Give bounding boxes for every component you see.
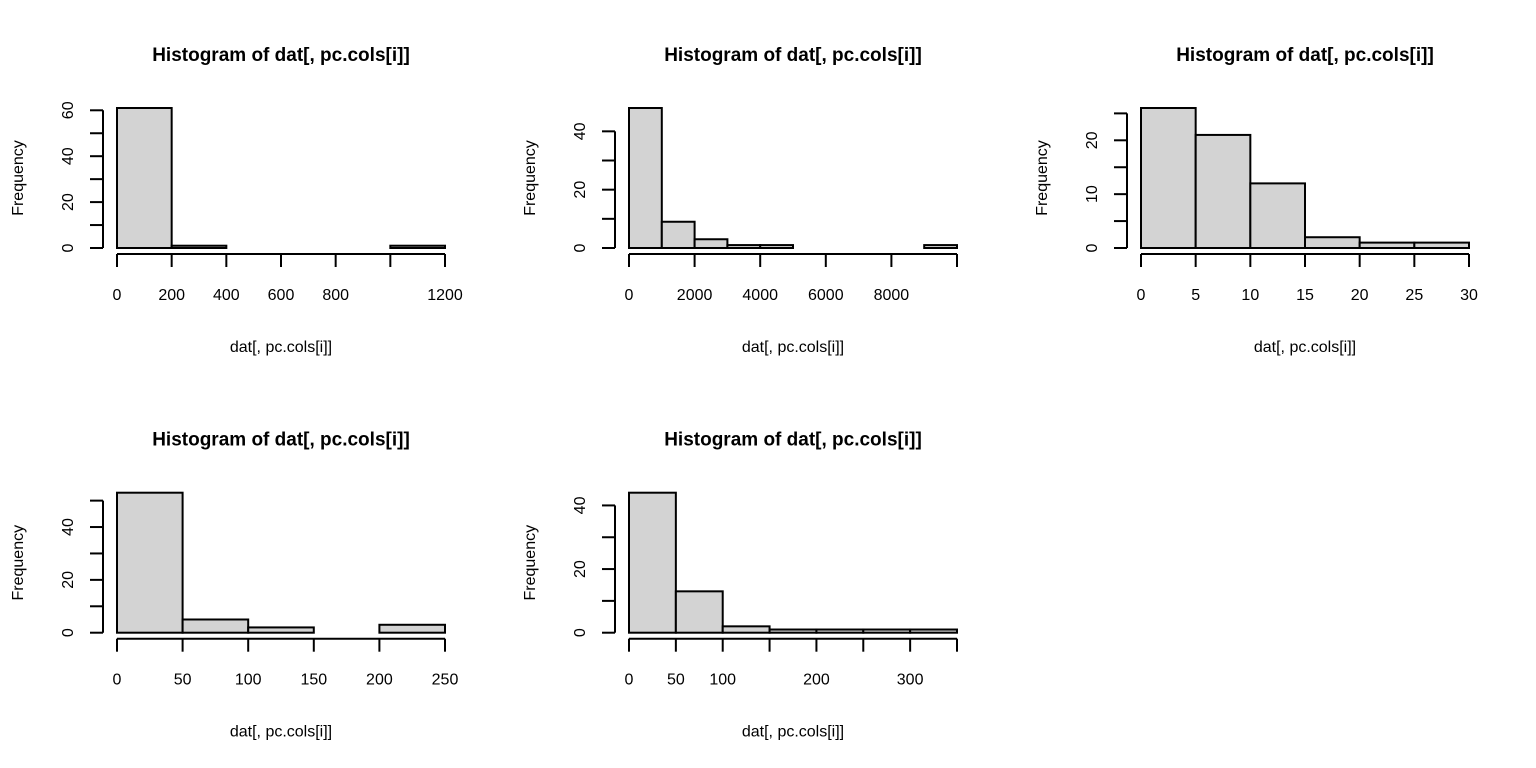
x-tick-label: 0 [625,287,634,304]
y-tick-label: 0 [60,243,77,252]
x-axis-label: dat[, pc.cols[i]] [742,339,844,356]
x-tick-label: 0 [113,287,122,304]
x-tick-label: 0 [625,672,634,689]
histogram-bar [1194,133,1252,249]
histogram-bar [759,244,795,249]
chart-title: Histogram of dat[, pc.cols[i]] [664,430,922,451]
x-tick-label: 20 [1351,287,1369,304]
histogram-panel-3: Histogram of dat[, pc.cols[i]] dat[, pc.c… [1034,45,1478,356]
y-axis-label: Frequency [1034,140,1051,216]
histogram-bar [862,628,912,634]
histogram-bar [628,107,663,249]
histogram-bar [768,628,818,634]
histogram-bar [1413,241,1471,250]
histogram-bar [721,625,771,634]
x-tick-label: 250 [432,672,459,689]
x-tick-label: 25 [1405,287,1423,304]
histogram-bar [815,628,865,634]
y-tick-label: 40 [572,122,589,140]
histogram-panel-5: Histogram of dat[, pc.cols[i]] dat[, pc.c… [522,430,959,741]
y-tick-label: 20 [572,181,589,199]
x-tick-label: 4000 [742,287,778,304]
histogram-bar [660,220,696,249]
x-tick-label: 50 [667,672,685,689]
histogram-bar [378,623,446,634]
chart-title: Histogram of dat[, pc.cols[i]] [664,45,922,66]
histogram-bar [247,626,315,634]
histogram-bar [693,238,729,249]
x-tick-label: 50 [174,672,192,689]
x-tick-label: 10 [1241,287,1259,304]
y-axis-label: Frequency [10,525,27,601]
y-tick-label: 20 [1084,131,1101,149]
y-tick-label: 20 [60,571,77,589]
x-tick-label: 5 [1191,287,1200,304]
x-tick-label: 8000 [874,287,910,304]
x-tick-label: 800 [322,287,349,304]
x-tick-label: 200 [803,672,830,689]
histogram-panel-4: Histogram of dat[, pc.cols[i]] dat[, pc.c… [10,430,458,741]
y-tick-label: 10 [1084,185,1101,203]
histogram-bar [1140,107,1197,249]
histogram-bar [181,618,250,634]
histogram-bar [923,244,959,249]
y-tick-label: 0 [572,243,589,252]
x-tick-label: 600 [268,287,295,304]
x-tick-label: 15 [1296,287,1314,304]
chart-title: Histogram of dat[, pc.cols[i]] [1176,45,1434,66]
y-axis-label: Frequency [522,140,539,216]
histogram-bar [1358,241,1416,250]
histogram-bar [116,107,173,249]
y-tick-label: 0 [572,628,589,637]
histogram-bar [1249,182,1307,249]
x-axis-label: dat[, pc.cols[i]] [1254,339,1356,356]
x-axis-label: dat[, pc.cols[i]] [230,339,332,356]
histogram-bar [389,244,447,250]
histogram-panel-2: Histogram of dat[, pc.cols[i]] dat[, pc.c… [522,45,959,356]
histogram-bar [674,590,724,634]
y-tick-label: 0 [60,628,77,637]
x-tick-label: 100 [235,672,262,689]
y-tick-label: 20 [572,560,589,578]
x-tick-label: 150 [300,672,327,689]
x-tick-label: 0 [1137,287,1146,304]
histogram-bar [726,244,762,249]
histogram-bar [116,491,184,634]
histogram-bar [628,491,677,634]
x-axis-label: dat[, pc.cols[i]] [742,724,844,741]
y-tick-label: 0 [1084,243,1101,252]
y-axis-label: Frequency [10,140,27,216]
y-tick-label: 60 [60,101,77,119]
y-tick-label: 40 [60,518,77,536]
x-tick-label: 2000 [677,287,713,304]
y-tick-label: 40 [60,147,77,165]
x-tick-label: 0 [113,672,122,689]
x-tick-label: 400 [213,287,240,304]
chart-title: Histogram of dat[, pc.cols[i]] [152,45,410,66]
x-axis-label: dat[, pc.cols[i]] [230,724,332,741]
x-tick-label: 6000 [808,287,844,304]
x-tick-label: 300 [897,672,924,689]
x-tick-label: 200 [366,672,393,689]
x-tick-label: 200 [158,287,185,304]
x-tick-label: 30 [1460,287,1478,304]
x-tick-label: 100 [709,672,736,689]
histogram-bar [170,244,228,250]
y-tick-label: 40 [572,496,589,514]
histogram-panel-1: Histogram of dat[, pc.cols[i]] dat[, pc.c… [10,45,463,356]
y-axis-label: Frequency [522,525,539,601]
histogram-bar [1304,236,1361,250]
histogram-bar [909,628,959,634]
chart-title: Histogram of dat[, pc.cols[i]] [152,430,410,451]
x-tick-label: 1200 [427,287,463,304]
y-tick-label: 20 [60,193,77,211]
